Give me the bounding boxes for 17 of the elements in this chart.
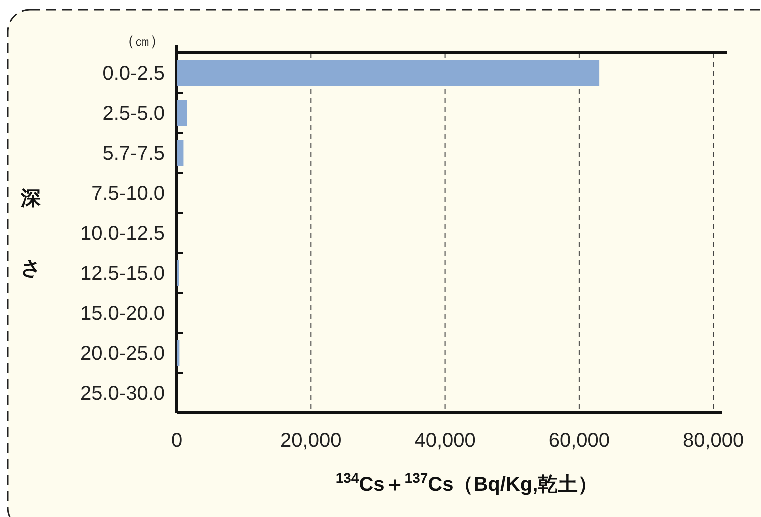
x-axis-title: $^{134}$Cs＋$^{137}$Cs（Bq/Kg,乾土） [336, 470, 598, 496]
text: （㎝） [120, 33, 165, 50]
text: 深さ [21, 188, 41, 280]
y-tick-label: 2.5-5.0 [102, 103, 165, 125]
x-tick-label: 80,000 [683, 430, 744, 452]
x-tick-label: 20,000 [280, 430, 342, 452]
x-tick-label: 40,000 [414, 430, 476, 452]
y-tick-label: 20.0-25.0 [80, 343, 165, 365]
y-tick-label: 12.5-15.0 [80, 263, 165, 285]
y-tick-label: 5.7-7.5 [102, 143, 165, 165]
x-tick-label: 0 [171, 430, 183, 452]
y-tick-label: 15.0-20.0 [80, 303, 165, 325]
y-tick-label: 10.0-12.5 [80, 223, 165, 245]
x-tick-label: 60,000 [548, 430, 610, 452]
y-tick-label: 25.0-30.0 [80, 383, 165, 405]
y-tick-label: 0.0-2.5 [102, 63, 165, 85]
y-tick-label: 7.5-10.0 [92, 183, 165, 205]
